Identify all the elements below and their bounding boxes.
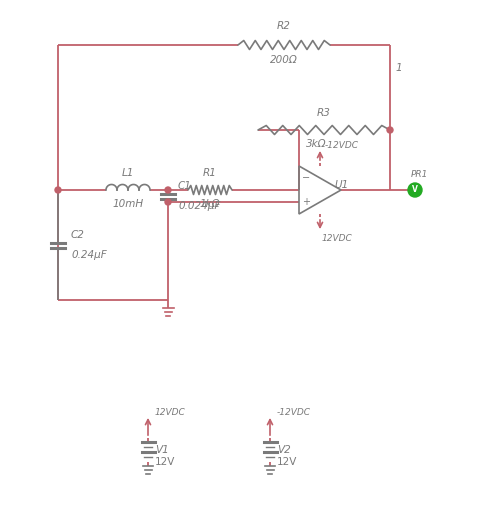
Text: C1: C1 (178, 181, 192, 191)
Text: R1: R1 (203, 168, 217, 178)
Text: 12VDC: 12VDC (155, 408, 186, 417)
Text: 0.024µF: 0.024µF (178, 201, 220, 211)
Text: L1: L1 (122, 168, 134, 178)
Text: 12V: 12V (277, 457, 297, 467)
Text: 1: 1 (395, 63, 402, 73)
Text: -12VDC: -12VDC (325, 141, 359, 150)
Text: V: V (412, 185, 418, 194)
Text: 3kΩ: 3kΩ (306, 139, 326, 149)
Circle shape (165, 199, 171, 205)
Circle shape (408, 183, 422, 197)
Text: C2: C2 (71, 230, 85, 240)
Text: 12VDC: 12VDC (322, 234, 353, 243)
Circle shape (165, 187, 171, 193)
Text: 10mH: 10mH (112, 199, 144, 209)
Text: V2: V2 (277, 445, 291, 455)
Circle shape (387, 127, 393, 133)
Text: U1: U1 (334, 180, 348, 190)
Text: V1: V1 (155, 445, 169, 455)
Text: R2: R2 (277, 21, 291, 31)
Circle shape (55, 187, 61, 193)
Text: 12V: 12V (155, 457, 176, 467)
Text: R3: R3 (317, 108, 331, 118)
Text: 0.24µF: 0.24µF (71, 250, 107, 260)
Text: 200Ω: 200Ω (270, 55, 298, 65)
Text: −: − (302, 173, 310, 183)
Text: PR1: PR1 (411, 170, 428, 179)
Text: -12VDC: -12VDC (277, 408, 311, 417)
Text: +: + (302, 197, 310, 207)
Text: 1kΩ: 1kΩ (200, 199, 220, 209)
